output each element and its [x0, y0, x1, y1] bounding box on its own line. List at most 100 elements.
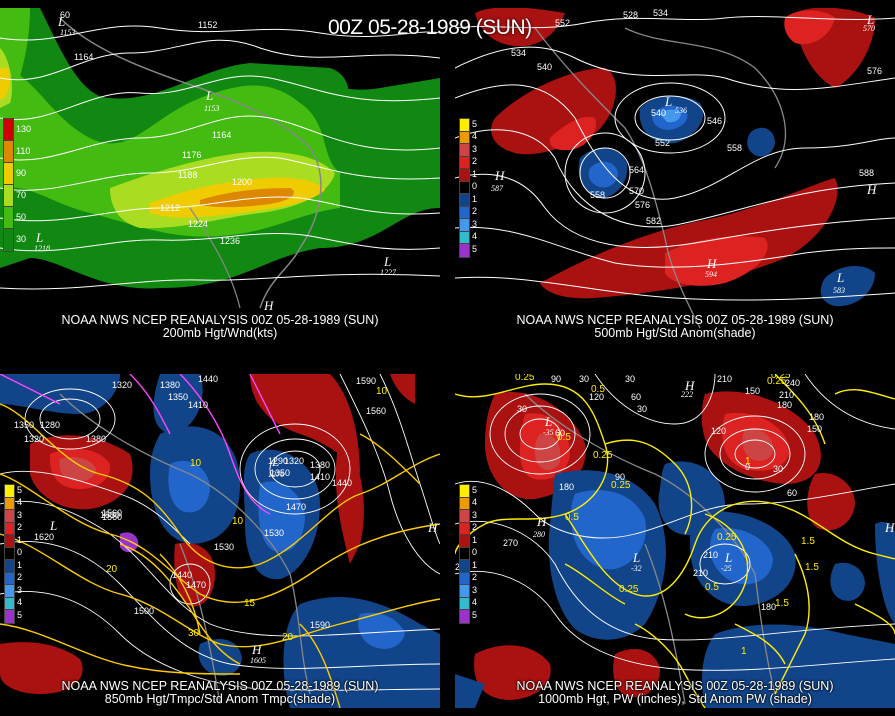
svg-text:10: 10 [190, 458, 202, 469]
svg-text:1: 1 [745, 456, 751, 467]
panel-1000mb-height-pw: 90 30 30 120 60 30 210 150 180 240 210 1… [455, 374, 895, 708]
legend-label: 0 [17, 547, 23, 558]
svg-text:1224: 1224 [188, 219, 208, 229]
svg-text:270: 270 [503, 538, 518, 548]
svg-text:582: 582 [646, 216, 661, 226]
svg-text:558: 558 [590, 190, 605, 200]
svg-text:180: 180 [559, 482, 574, 492]
legend-label: 1 [472, 559, 478, 570]
page-title: 00Z 05-28-1989 (SUN) [328, 16, 532, 39]
svg-text:0.25: 0.25 [771, 374, 791, 381]
svg-text:534: 534 [511, 48, 526, 58]
svg-text:1350: 1350 [168, 392, 188, 402]
svg-text:30: 30 [579, 374, 589, 384]
svg-text:60: 60 [555, 428, 565, 438]
svg-text:1530: 1530 [264, 528, 284, 538]
svg-text:1176: 1176 [182, 150, 201, 160]
legend-label: 1 [472, 534, 478, 545]
legend-label: 2 [472, 156, 478, 167]
svg-text:210: 210 [693, 568, 708, 578]
high-pressure-icon: H [867, 182, 877, 197]
low-pressure-icon: L [384, 254, 392, 269]
svg-text:1164: 1164 [212, 130, 231, 140]
svg-text:552: 552 [555, 18, 570, 28]
legend-label: 5 [17, 609, 23, 620]
legend-swatch [3, 140, 14, 164]
panel-caption-field: 850mb Hgt/Tmpc/Std Anom Tmpc(shade) [104, 692, 336, 706]
svg-text:588: 588 [859, 168, 874, 178]
legend-label: 5 [472, 484, 478, 495]
panel-200mb-height-wind: 60 1152 1164 1164 1176 1188 1200 1212 12… [0, 8, 440, 340]
legend-swatch [459, 243, 470, 258]
legend-label: 2 [472, 572, 478, 583]
legend-label: 3 [472, 218, 478, 229]
panel-caption-source: NOAA NWS NCEP REANALYSIS 00Z 05-28-1989 … [516, 313, 834, 327]
low-pressure-icon: L [633, 550, 641, 565]
svg-text:240: 240 [785, 378, 800, 388]
high-pressure-icon: H [537, 514, 547, 529]
legend-swatch [3, 228, 14, 252]
svg-text:528: 528 [623, 10, 638, 20]
svg-text:1350: 1350 [270, 468, 290, 478]
svg-text:1530: 1530 [100, 510, 120, 520]
svg-text:540: 540 [537, 62, 552, 72]
svg-text:90: 90 [551, 374, 561, 384]
low-value: 1153 [204, 104, 220, 113]
svg-text:546: 546 [707, 116, 722, 126]
svg-text:564: 564 [629, 165, 644, 175]
legend-label: 3 [17, 509, 23, 520]
high-pressure-icon: H [707, 256, 717, 271]
low-pressure-icon: L [725, 550, 733, 565]
svg-text:1152: 1152 [198, 20, 217, 30]
high-value: 280 [533, 530, 545, 539]
high-pressure-icon: H [264, 298, 274, 313]
legend-label: 1 [472, 168, 478, 179]
svg-text:1440: 1440 [172, 570, 192, 580]
svg-text:1290: 1290 [268, 456, 288, 466]
high-value: 587 [491, 184, 503, 193]
svg-text:1212: 1212 [160, 203, 180, 213]
svg-text:20: 20 [106, 564, 118, 575]
svg-text:30: 30 [637, 404, 647, 414]
svg-text:180: 180 [761, 602, 776, 612]
legend-swatch [3, 206, 14, 230]
svg-text:1590: 1590 [356, 376, 376, 386]
svg-text:1350: 1350 [14, 420, 34, 430]
legend-label: 4 [17, 597, 23, 608]
svg-text:570: 570 [629, 186, 644, 196]
legend-label: 1 [17, 559, 23, 570]
low-pressure-icon: L [272, 454, 280, 469]
svg-text:30: 30 [188, 628, 200, 639]
legend-label: 4 [472, 231, 478, 242]
svg-text:0.5: 0.5 [705, 582, 719, 593]
legend-label: 2 [17, 522, 23, 533]
low-value: -25 [721, 564, 732, 573]
legend-label: 1 [17, 534, 23, 545]
low-pressure-icon: L [58, 14, 66, 29]
svg-text:30: 30 [517, 404, 527, 414]
legend-label: 4 [472, 597, 478, 608]
high-pressure-icon: H [885, 520, 895, 535]
map-850mb: 1320 1380 1350 1410 1440 1350 1280 1320 … [0, 374, 440, 708]
svg-text:10: 10 [376, 386, 388, 397]
svg-text:1.5: 1.5 [775, 598, 789, 609]
svg-text:0.25: 0.25 [515, 374, 535, 383]
panel-caption-field: 1000mb Hgt, PW (inches), Std Anom PW (sh… [538, 692, 812, 706]
svg-text:0: 0 [745, 462, 750, 472]
map-200mb: 60 1152 1164 1164 1176 1188 1200 1212 12… [0, 8, 440, 309]
svg-text:210: 210 [779, 390, 794, 400]
map-500mb: 552 528 534 534 540 540 546 552 558 564 … [455, 8, 895, 329]
low-pressure-icon: L [36, 230, 44, 245]
legend-swatch [4, 609, 15, 624]
svg-text:15: 15 [244, 598, 256, 609]
svg-text:1440: 1440 [332, 478, 352, 488]
legend-label: 5 [472, 243, 478, 254]
high-pressure-icon: H [252, 642, 262, 657]
legend-label: 2 [472, 522, 478, 533]
svg-text:1188: 1188 [178, 170, 197, 180]
svg-text:30: 30 [625, 374, 635, 384]
low-value: 570 [863, 24, 875, 33]
panel-caption-source: NOAA NWS NCEP REANALYSIS 00Z 05-28-1989 … [516, 679, 834, 693]
svg-text:1560: 1560 [102, 512, 122, 522]
